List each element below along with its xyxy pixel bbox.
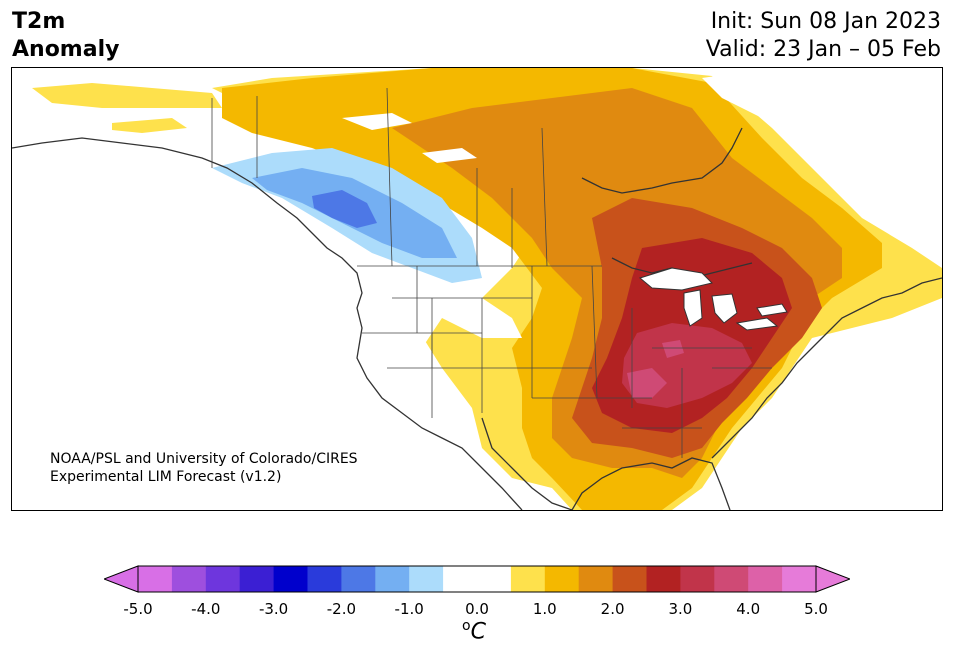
great-lakes: [638, 267, 788, 331]
colorbar-segment: [714, 566, 749, 592]
unit-letter: C: [470, 619, 486, 645]
colorbar-outline: [137, 565, 817, 593]
colorbar-segment: [341, 566, 376, 592]
colorbar-segment: [443, 566, 478, 592]
coastlines: [12, 127, 942, 510]
colorbar-segment: [409, 566, 444, 592]
colorbar-segment: [138, 566, 173, 592]
colorbar-segment: [646, 566, 681, 592]
colorbar-segment: [782, 566, 817, 592]
valid-range: Valid: 23 Jan – 05 Feb: [705, 37, 941, 62]
anomaly-contour-pink: [627, 368, 667, 398]
anomaly-white-north-bands: [342, 113, 477, 163]
colorbar-tick-label: 0.0: [465, 600, 489, 618]
colorbar-segment: [375, 566, 410, 592]
credit-line1: NOAA/PSL and University of Colorado/CIRE…: [50, 451, 358, 467]
colorbar-extend-low: [104, 565, 139, 593]
map-title: T2m Anomaly: [12, 8, 119, 64]
credit-text: NOAA/PSL and University of Colorado/CIRE…: [50, 450, 358, 486]
colorbar-segment: [171, 566, 207, 592]
colorbar-tick-label: -2.0: [326, 600, 357, 618]
colorbar-ticks: -5.0 -4.0 -3.0 -2.0 -1.0 0.0 1.0 2.0 3.0 4.0 5.0: [0, 600, 953, 620]
anomaly-contour-yellow-north: [32, 83, 222, 108]
anomaly-white-northeast: [702, 68, 942, 228]
political-borders: [211, 87, 772, 458]
colorbar-segment: [239, 566, 275, 592]
anomaly-contour-yellow-north2: [112, 118, 187, 133]
colorbar-segment: [477, 566, 512, 592]
map-canvas: NOAA/PSL and University of Colorado/CIRE…: [12, 68, 942, 510]
colorbar-segment: [510, 566, 546, 592]
title-variable-line2: Anomaly: [12, 37, 120, 62]
colorbar-tick-label: -5.0: [123, 600, 153, 618]
unit-degree: o: [462, 618, 471, 634]
colorbar-tick-label: 1.0: [532, 600, 557, 618]
colorbar-segment: [273, 566, 308, 592]
credit-line2: Experimental LIM Forecast (v1.2): [50, 469, 282, 485]
anomaly-contour-darkblue: [312, 190, 377, 228]
colorbar-tick-label: -4.0: [191, 600, 221, 618]
colorbar-tick-label: 5.0: [804, 600, 828, 618]
colorbar-tick-label: -1.0: [394, 600, 424, 618]
anomaly-contour-pink2: [662, 340, 684, 358]
init-date: Init: Sun 08 Jan 2023: [710, 9, 941, 34]
colorbar-extend-high: [815, 565, 850, 593]
colorbar-tick-label: 3.0: [668, 600, 693, 618]
colorbar-segment: [205, 566, 241, 592]
colorbar: [104, 565, 850, 593]
title-variable-line1: T2m: [12, 9, 66, 34]
colorbar-segment: [748, 566, 783, 592]
colorbar-tick-label: 2.0: [600, 600, 625, 618]
colorbar-segment: [680, 566, 715, 592]
colorbar-segment: [612, 566, 647, 592]
forecast-dates: Init: Sun 08 Jan 2023 Valid: 23 Jan – 05…: [706, 8, 941, 64]
colorbar-unit: oC: [462, 618, 486, 644]
colorbar-segment: [544, 566, 580, 592]
colorbar-segment: [578, 566, 614, 592]
colorbar-segment: [307, 566, 342, 592]
colorbar-tick-label: -3.0: [258, 600, 289, 618]
colorbar-tick-label: 4.0: [736, 600, 761, 618]
anomaly-map: NOAA/PSL and University of Colorado/CIRE…: [11, 67, 943, 511]
